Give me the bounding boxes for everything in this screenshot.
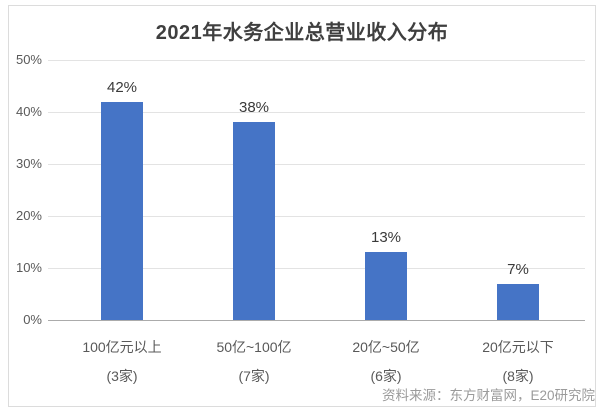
chart-title: 2021年水务企业总营业收入分布 <box>155 22 449 44</box>
x-axis-category-label: 50亿~100亿 <box>216 339 292 355</box>
y-axis-tick-label: 20% <box>15 208 42 223</box>
x-axis-category-count-label: (8家) <box>502 368 534 384</box>
y-axis-tick-label: 50% <box>15 52 42 67</box>
bar-value-label: 13% <box>370 229 402 247</box>
y-axis-tick-label: 10% <box>15 260 42 275</box>
y-axis-tick-label: 40% <box>15 104 42 119</box>
bar <box>233 122 275 320</box>
bar-value-label: 42% <box>106 78 138 96</box>
x-axis-line <box>48 319 585 321</box>
x-axis-category-count-label: (3家) <box>106 368 138 384</box>
y-axis-tick-label: 0% <box>23 312 42 327</box>
gridline <box>48 163 585 165</box>
gridline <box>48 59 585 61</box>
bar <box>497 283 539 320</box>
bar-value-label: 7% <box>507 260 529 278</box>
x-axis-category-count-label: (6家) <box>370 368 402 384</box>
gridline <box>48 215 585 217</box>
bar-value-label: 38% <box>238 99 270 117</box>
x-axis-category-label: 20亿~50亿 <box>352 339 420 355</box>
y-axis-tick-label: 30% <box>15 156 42 171</box>
x-axis-category-label: 20亿元以下 <box>482 339 554 355</box>
gridline <box>48 267 585 269</box>
source-note: 资料来源：东方财富网，E20研究院 <box>381 388 595 403</box>
bar <box>365 252 407 320</box>
x-axis-category-label: 100亿元以上 <box>82 339 162 355</box>
gridline <box>48 111 585 113</box>
bar <box>101 101 143 320</box>
x-axis-category-count-label: (7家) <box>238 368 270 384</box>
